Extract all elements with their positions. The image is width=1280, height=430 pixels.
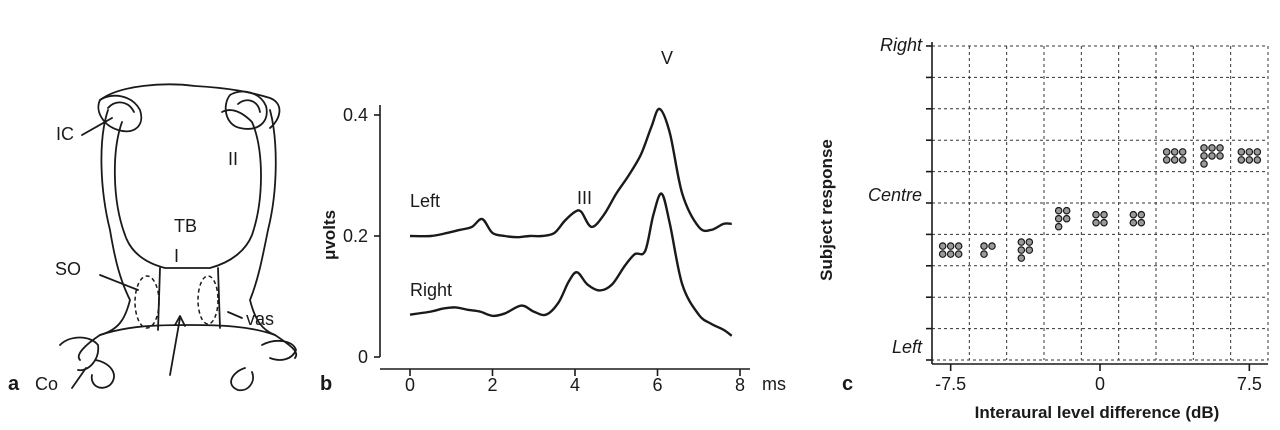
x-tick-label: 2 xyxy=(487,375,497,395)
response-cluster xyxy=(1092,210,1108,227)
panel-b-axes: 0 0.2 0.4 0 2 4 6 8 xyxy=(343,105,750,395)
response-point xyxy=(1025,246,1034,254)
response-point xyxy=(1253,156,1262,164)
response-point xyxy=(1092,218,1100,227)
response-point xyxy=(1017,246,1026,254)
response-point xyxy=(1054,222,1063,231)
response-point xyxy=(1100,210,1108,219)
y-tick-label: 0 xyxy=(358,347,368,367)
response-point xyxy=(980,242,988,250)
response-point xyxy=(1178,148,1187,156)
panel-c-grid: -7.5 0 7.5 xyxy=(926,42,1269,394)
response-point xyxy=(1237,148,1246,156)
response-point xyxy=(1170,156,1179,164)
response-point xyxy=(1208,144,1216,152)
response-point xyxy=(1129,218,1138,227)
response-point xyxy=(1245,156,1254,164)
response-cluster xyxy=(1237,148,1262,164)
x-tick-label: 8 xyxy=(735,375,745,395)
response-point xyxy=(1025,238,1034,246)
response-cluster xyxy=(1017,238,1034,262)
response-cluster xyxy=(1200,144,1224,168)
y-tick-label: 0.4 xyxy=(343,105,368,125)
panel-b-axis-lines xyxy=(379,105,750,370)
peak-label-iii: III xyxy=(577,188,592,208)
series-line-left xyxy=(409,107,732,239)
response-point xyxy=(1054,206,1063,215)
label-ii: II xyxy=(228,149,238,169)
response-point xyxy=(1137,218,1146,227)
trace-label-right: Right xyxy=(410,280,452,300)
response-point xyxy=(938,242,947,250)
response-point xyxy=(988,242,996,250)
label-vas: vas xyxy=(246,309,274,329)
response-point xyxy=(1200,144,1208,152)
brainstem-outline xyxy=(59,83,298,392)
response-point xyxy=(1208,152,1216,160)
response-point xyxy=(1092,210,1100,219)
response-cluster xyxy=(1129,210,1146,227)
response-point xyxy=(1062,214,1071,223)
panel-b-x-unit: ms xyxy=(762,374,786,394)
y-tick-left: Left xyxy=(892,337,923,357)
response-point xyxy=(1017,254,1026,262)
response-point xyxy=(980,250,988,258)
y-tick-right: Right xyxy=(880,35,923,55)
response-point xyxy=(1200,152,1208,160)
response-point xyxy=(946,242,955,250)
panel-letter-a: a xyxy=(8,373,20,395)
label-so: SO xyxy=(55,259,81,279)
peak-label-v: V xyxy=(661,48,673,68)
panel-c-points xyxy=(938,144,1262,262)
x-tick-label: 6 xyxy=(652,375,662,395)
response-point xyxy=(1216,144,1224,152)
x-tick-label: 0 xyxy=(1095,374,1105,394)
response-point xyxy=(1054,214,1063,223)
response-point xyxy=(1178,156,1187,164)
response-point xyxy=(1253,148,1262,156)
response-point xyxy=(1017,238,1026,246)
x-tick-label: 4 xyxy=(570,375,580,395)
response-point xyxy=(1137,210,1146,219)
x-tick-label: -7.5 xyxy=(935,374,966,394)
label-ic: IC xyxy=(56,124,74,144)
response-point xyxy=(1237,156,1246,164)
response-cluster xyxy=(1162,148,1187,164)
panel-c-xlabel: Interaural level difference (dB) xyxy=(975,403,1220,422)
response-point xyxy=(946,250,955,258)
response-point xyxy=(954,250,963,258)
panel-a: IC II TB I SO vas Co a xyxy=(8,83,298,395)
response-cluster xyxy=(980,242,996,258)
response-point xyxy=(1200,160,1208,168)
response-point xyxy=(938,250,947,258)
response-point xyxy=(1062,206,1071,215)
response-point xyxy=(954,242,963,250)
response-point xyxy=(1100,218,1108,227)
x-tick-label: 0 xyxy=(405,375,415,395)
panel-b: b μvolts 0 0.2 0.4 0 2 4 6 8 Right Left III V m… xyxy=(320,48,786,395)
response-point xyxy=(1245,148,1254,156)
response-point xyxy=(1216,152,1224,160)
response-cluster xyxy=(1054,206,1071,231)
label-co: Co xyxy=(35,374,58,394)
x-tick-label: 7.5 xyxy=(1237,374,1262,394)
label-tb: TB xyxy=(174,216,197,236)
response-point xyxy=(1129,210,1138,219)
panel-c: c Subject response Interaural level diff… xyxy=(817,35,1269,422)
y-tick-centre: Centre xyxy=(868,185,922,205)
label-i: I xyxy=(174,246,179,266)
response-point xyxy=(1162,156,1171,164)
panel-letter-c: c xyxy=(842,373,853,395)
panel-letter-b: b xyxy=(320,373,332,395)
response-point xyxy=(1170,148,1179,156)
series-line-right xyxy=(409,192,733,337)
response-cluster xyxy=(938,242,963,258)
panel-c-ylabel: Subject response xyxy=(817,139,836,281)
trace-label-left: Left xyxy=(410,191,440,211)
response-point xyxy=(1162,148,1171,156)
y-tick-label: 0.2 xyxy=(343,226,368,246)
panel-b-traces xyxy=(409,107,733,337)
panel-b-ylabel: μvolts xyxy=(320,210,339,260)
